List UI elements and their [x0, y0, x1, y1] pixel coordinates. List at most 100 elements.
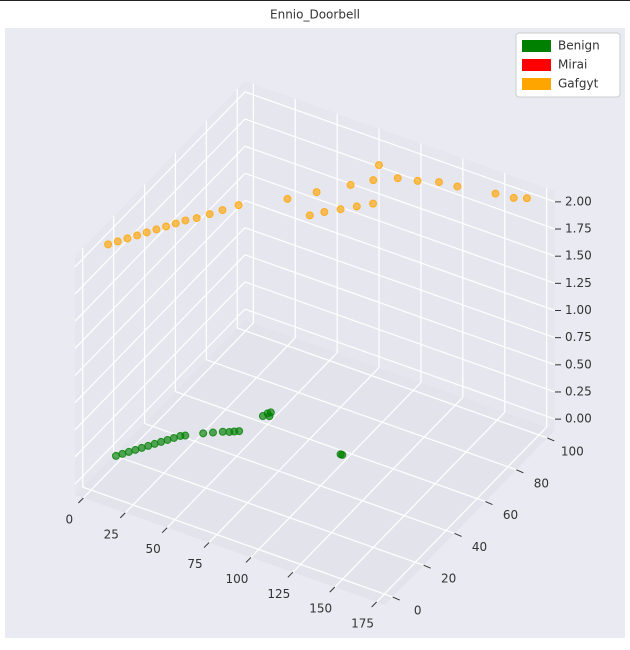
y-tick	[516, 469, 524, 474]
point	[142, 228, 151, 237]
point	[235, 427, 244, 436]
point	[181, 431, 190, 440]
point	[522, 194, 531, 203]
y-grid-line	[113, 454, 424, 566]
z-grid-line	[74, 227, 246, 404]
point	[208, 428, 217, 437]
y-grid-line	[175, 391, 486, 503]
z-grid-line	[244, 199, 556, 312]
z-grid-line	[74, 145, 246, 322]
y-tick	[454, 532, 462, 537]
z-grid-line	[244, 91, 556, 203]
point	[162, 222, 171, 231]
x-tick-label: 150	[309, 602, 332, 616]
x-tick	[371, 601, 377, 608]
y-tick	[392, 596, 400, 601]
point	[111, 451, 120, 460]
point	[491, 189, 500, 198]
z-grid-line	[244, 145, 556, 257]
point	[234, 201, 243, 210]
x-grid-line	[292, 396, 464, 573]
x-tick-label: 175	[351, 617, 374, 631]
point	[104, 240, 113, 249]
point	[283, 194, 292, 203]
y-tick-label: 20	[441, 572, 456, 586]
z-tick-label: 1.25	[565, 276, 592, 290]
y-grid-line	[144, 422, 455, 534]
z-grid-line	[74, 172, 246, 349]
point	[150, 439, 159, 448]
point	[163, 435, 172, 444]
y-grid-line	[82, 486, 393, 598]
point	[312, 188, 321, 197]
z-tick-label: 0.25	[565, 384, 592, 398]
z-grid-line	[244, 172, 556, 284]
z-tick-label: 1.50	[565, 249, 592, 263]
point	[413, 176, 422, 185]
point	[346, 180, 355, 189]
y-tick	[423, 564, 431, 569]
point	[305, 211, 314, 220]
x-tick-label: 0	[66, 512, 74, 526]
point	[205, 210, 214, 219]
legend-label: Mirai	[558, 58, 587, 72]
z-grid-line	[74, 281, 246, 458]
point	[393, 174, 402, 183]
legend-swatch	[522, 78, 551, 90]
y-grid-line	[206, 359, 517, 471]
z-tick-label: 0.50	[565, 357, 592, 371]
point	[218, 427, 227, 436]
point	[118, 449, 127, 458]
point	[131, 445, 140, 454]
x-tick	[161, 527, 168, 534]
y-tick-label: 100	[561, 444, 584, 458]
point	[157, 437, 166, 446]
point	[144, 441, 153, 450]
point	[133, 231, 142, 240]
point	[265, 412, 274, 421]
point	[123, 234, 132, 243]
x-grid-line	[208, 367, 380, 543]
y-tick-label: 80	[534, 476, 549, 490]
z-grid-line	[244, 281, 556, 393]
z-grid-line	[244, 227, 556, 339]
point	[374, 161, 383, 170]
point	[509, 193, 518, 202]
chart-title: Ennio_Doorbell	[270, 8, 360, 22]
x-grid-line	[376, 426, 548, 603]
x-grid-line	[334, 411, 506, 588]
legend-swatch	[522, 40, 551, 52]
point	[171, 219, 180, 228]
point	[113, 237, 122, 246]
x-tick-label: 25	[104, 527, 119, 541]
x-tick	[329, 586, 336, 593]
point	[192, 214, 201, 223]
z-grid-line	[244, 118, 556, 230]
point	[181, 216, 190, 225]
point	[336, 205, 345, 214]
x-tick	[78, 497, 84, 504]
point	[169, 433, 178, 442]
x-grid-line	[166, 352, 338, 529]
point	[124, 447, 133, 456]
point	[369, 199, 378, 208]
points	[104, 161, 531, 460]
z-grid-line	[74, 91, 246, 268]
z-tick-label: 0.00	[565, 412, 592, 426]
x-grid-line	[250, 382, 422, 558]
y-tick	[485, 501, 493, 506]
legend-swatch	[522, 59, 551, 71]
z-grid-line	[74, 118, 246, 295]
point	[199, 429, 208, 438]
y-tick-label: 40	[472, 540, 487, 554]
legend-label: Gafgyt	[558, 77, 599, 91]
z-tick-label: 2.00	[565, 194, 592, 208]
y-tick-label: 0	[414, 604, 422, 618]
legend: Benign Mirai Gafgyt	[515, 32, 621, 98]
point	[338, 450, 347, 459]
point	[453, 182, 462, 191]
z-tick-label: 0.75	[565, 330, 592, 344]
y-tick	[547, 437, 555, 442]
